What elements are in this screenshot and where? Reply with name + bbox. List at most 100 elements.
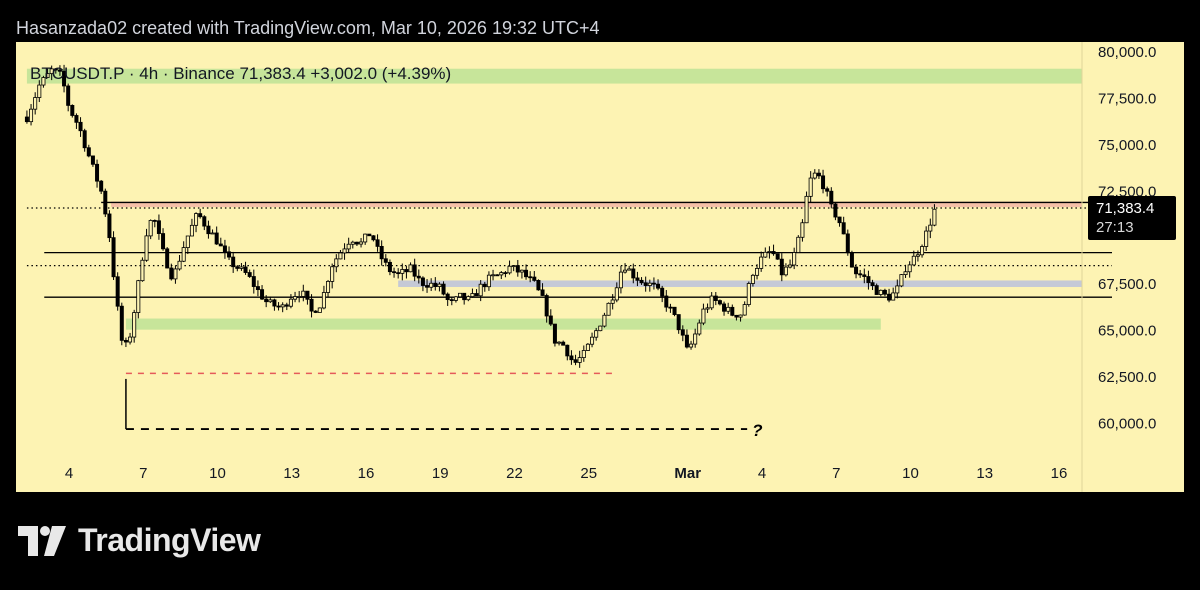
candle-body bbox=[519, 269, 524, 273]
candle-body bbox=[870, 282, 875, 286]
candle-body bbox=[313, 310, 318, 313]
time-tick-label: 13 bbox=[283, 465, 300, 482]
candle-body bbox=[57, 69, 62, 72]
candle-body bbox=[371, 235, 376, 241]
candle-body bbox=[882, 289, 887, 295]
time-tick-label: 10 bbox=[209, 465, 226, 482]
candle-body bbox=[37, 84, 42, 98]
candle-body bbox=[783, 266, 788, 276]
candle-body bbox=[920, 246, 925, 256]
candle-body bbox=[524, 269, 529, 278]
candle-body bbox=[915, 254, 920, 257]
candle-body bbox=[643, 282, 648, 286]
candle-body bbox=[928, 224, 933, 232]
legend-line: BTCUSDT.P · 4h · Binance 71,383.4 +3,002… bbox=[30, 64, 451, 83]
candle-body bbox=[161, 233, 166, 250]
candle-body bbox=[293, 296, 298, 300]
candle-body bbox=[474, 293, 479, 297]
price-label-box bbox=[1088, 196, 1176, 241]
candle-body bbox=[185, 235, 190, 248]
legend-change: +3,002.0 bbox=[310, 64, 381, 83]
candle-body bbox=[66, 85, 71, 106]
candle-body bbox=[107, 213, 112, 239]
candle-body bbox=[276, 305, 281, 308]
candle-body bbox=[717, 300, 722, 305]
candle-body bbox=[458, 292, 463, 298]
candle-body bbox=[330, 266, 335, 282]
candle-body bbox=[594, 330, 599, 338]
candle-body bbox=[812, 172, 817, 179]
candle-body bbox=[437, 283, 442, 287]
brand[interactable]: TradingView bbox=[18, 522, 261, 559]
candle-body bbox=[569, 355, 574, 361]
candle-body bbox=[338, 252, 343, 260]
candle-body bbox=[103, 190, 108, 215]
candle-body bbox=[181, 247, 186, 262]
candle-body bbox=[891, 292, 896, 301]
candle-body bbox=[581, 350, 586, 358]
candle-body bbox=[763, 251, 768, 258]
candle-body bbox=[618, 271, 623, 289]
time-tick-label: 16 bbox=[1051, 465, 1068, 482]
candle-body bbox=[429, 282, 434, 288]
candle-body bbox=[156, 220, 161, 234]
candle-body bbox=[239, 266, 244, 269]
candle-body bbox=[400, 269, 405, 274]
candle-body bbox=[123, 339, 128, 343]
candle-body bbox=[148, 220, 153, 237]
price-tick-label: 77,500.0 bbox=[1098, 90, 1156, 107]
candle-body bbox=[887, 293, 892, 301]
candle-body bbox=[808, 177, 813, 197]
zones-layer bbox=[26, 68, 1082, 330]
candle-body bbox=[218, 243, 223, 247]
price-tick-label: 75,000.0 bbox=[1098, 137, 1156, 154]
candle-body bbox=[247, 272, 252, 277]
candle-body bbox=[214, 232, 219, 245]
candle-body bbox=[396, 272, 401, 275]
candle-body bbox=[425, 285, 430, 288]
candle-body bbox=[825, 188, 830, 192]
candle-body bbox=[288, 298, 293, 307]
legend-separator: · bbox=[158, 64, 173, 83]
candle-body bbox=[243, 266, 248, 273]
candle-body bbox=[614, 287, 619, 301]
candle-body bbox=[350, 241, 355, 245]
price-tick-label: 62,500.0 bbox=[1098, 369, 1156, 386]
candle-body bbox=[33, 97, 38, 110]
candle-body bbox=[82, 130, 87, 149]
candle-body bbox=[709, 295, 714, 309]
candle-body bbox=[169, 267, 174, 280]
candle-body bbox=[132, 312, 137, 338]
candle-body bbox=[548, 315, 553, 325]
legend-change-pct: (+4.39%) bbox=[382, 64, 451, 83]
candle-body bbox=[404, 269, 409, 273]
legend-last-price: 71,383.4 bbox=[239, 64, 310, 83]
candle-body bbox=[383, 258, 388, 263]
candle-body bbox=[136, 280, 141, 313]
time-axis[interactable]: 4 7 10 13 16 19 22 25 Mar 4 7 10 13 16 bbox=[65, 465, 1068, 482]
candle-body bbox=[128, 336, 133, 343]
symbol-legend[interactable]: BTCUSDT.P · 4h · Binance 71,383.4 +3,002… bbox=[30, 64, 451, 83]
candle-body bbox=[453, 296, 458, 301]
candle-body bbox=[656, 283, 661, 289]
candle-body bbox=[491, 274, 496, 277]
candle-body bbox=[152, 220, 157, 222]
candle-body bbox=[660, 287, 665, 297]
candle-body bbox=[309, 298, 314, 312]
candle-body bbox=[821, 175, 826, 190]
candle-body bbox=[528, 276, 533, 279]
candle-body bbox=[639, 279, 644, 284]
candles-layer bbox=[24, 64, 937, 368]
candle-body bbox=[466, 296, 471, 301]
candle-body bbox=[342, 248, 347, 254]
candle-body bbox=[173, 268, 178, 280]
candle-body bbox=[734, 314, 739, 318]
candle-body bbox=[878, 289, 883, 295]
candle-body bbox=[561, 341, 566, 346]
annotations-layer: ? bbox=[752, 421, 763, 440]
candle-body bbox=[755, 268, 760, 276]
candle-body bbox=[722, 303, 727, 312]
green-zone-support bbox=[125, 318, 881, 330]
candle-body bbox=[317, 307, 322, 313]
